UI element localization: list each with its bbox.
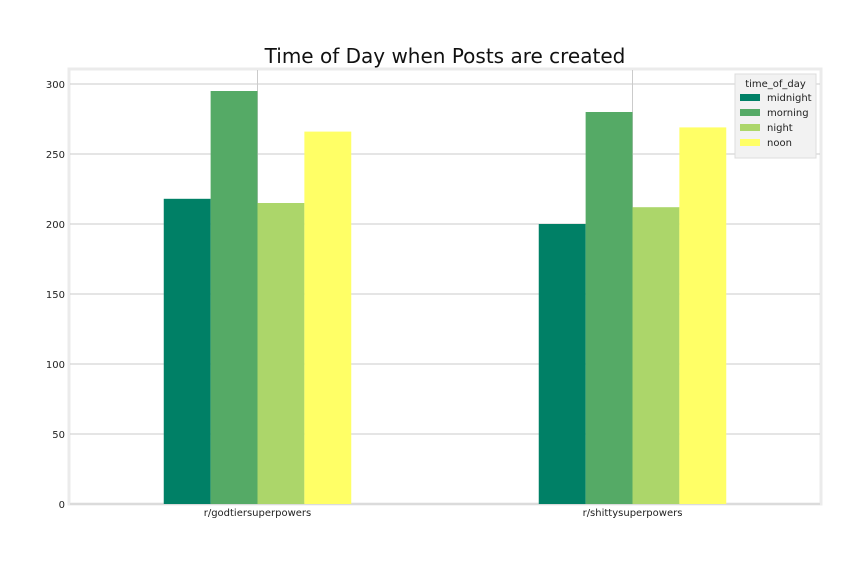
legend-swatch-morning bbox=[740, 109, 760, 116]
legend: time_of_day midnight morning night noon bbox=[734, 73, 817, 159]
legend-label-night: night bbox=[767, 123, 793, 134]
y-tick-label: 150 bbox=[46, 290, 65, 301]
x-tick-label: r/shittysuperpowers bbox=[583, 508, 683, 519]
legend-label-morning: morning bbox=[767, 108, 809, 119]
bar-noon-0 bbox=[304, 131, 352, 504]
bar-midnight-1 bbox=[538, 224, 586, 504]
legend-label-noon: noon bbox=[767, 138, 792, 149]
bar-midnight-0 bbox=[163, 198, 211, 505]
legend-swatch-night bbox=[740, 124, 760, 131]
y-tick-label: 100 bbox=[46, 360, 65, 371]
bars bbox=[163, 91, 727, 505]
legend-title: time_of_day bbox=[745, 79, 806, 90]
bar-night-1 bbox=[632, 207, 680, 504]
legend-swatch-midnight bbox=[740, 94, 760, 101]
bar-morning-1 bbox=[585, 112, 633, 504]
y-tick-label: 0 bbox=[59, 500, 65, 511]
legend-swatch-noon bbox=[740, 139, 760, 146]
bar-noon-1 bbox=[679, 127, 727, 505]
bar-night-0 bbox=[257, 203, 305, 504]
bar-morning-0 bbox=[210, 91, 258, 504]
y-tick-label: 50 bbox=[52, 430, 65, 441]
y-tick-label: 300 bbox=[46, 80, 65, 91]
chart-title: Time of Day when Posts are created bbox=[264, 44, 626, 68]
x-axis-tick-labels: r/godtiersuperpowers r/shittysuperpowers bbox=[204, 508, 683, 519]
x-tick-label: r/godtiersuperpowers bbox=[204, 508, 312, 519]
legend-label-midnight: midnight bbox=[767, 93, 812, 104]
y-tick-label: 250 bbox=[46, 150, 65, 161]
y-tick-label: 200 bbox=[46, 220, 65, 231]
y-axis-tick-labels: 0 50 100 150 200 250 300 bbox=[46, 80, 65, 511]
